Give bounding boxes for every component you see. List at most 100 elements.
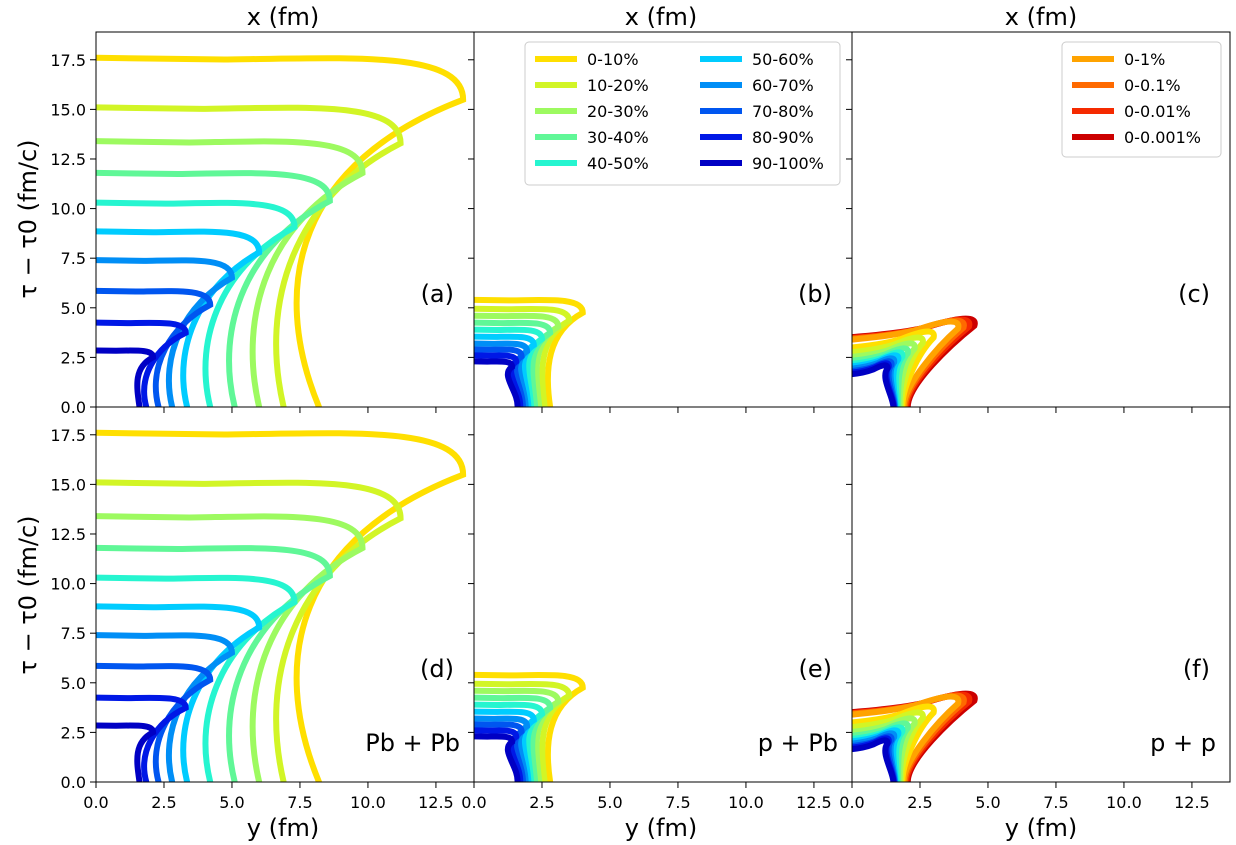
curve-centrality-5 (474, 708, 537, 782)
legend-b-label: 20-30% (587, 102, 649, 121)
curve-centrality-9 (474, 358, 521, 407)
curve-centrality-4 (474, 701, 545, 782)
top-axis-label-col1: x (fm) (247, 3, 319, 31)
y-tick-label: 15.0 (50, 100, 86, 119)
curve-centrality-7 (474, 721, 526, 782)
panel-label-f: (f) (1183, 655, 1210, 683)
legend-b: 0-10% 10-20% 20-30% 30-40% 40-50% 50-60% 60-70… (524, 41, 841, 186)
panel-a-curves (96, 54, 467, 407)
labels-layer: x (fm) x (fm) x (fm) y (fm) y (fm) y (fm… (14, 3, 1077, 842)
y-axis-label-bottom: τ − τ0 (fm/c) (14, 516, 42, 675)
top-axis-label-col3: x (fm) (1005, 3, 1077, 31)
panel-f-curves (852, 690, 978, 782)
y-tick-label: 17.5 (50, 51, 86, 70)
x-tick-label: 10.0 (1106, 793, 1142, 812)
x-tick-label: 12.5 (796, 793, 832, 812)
curve-centrality-2 (852, 340, 918, 407)
y-tick-label: 12.5 (50, 150, 86, 169)
bottom-axis-label-col2: y (fm) (625, 814, 697, 842)
panel-e-curves (474, 671, 586, 782)
x-tick-label: 5.0 (219, 793, 244, 812)
curve-centrality-0 (474, 296, 586, 407)
curve-centrality-8 (474, 727, 524, 782)
x-tick-label: 10.0 (350, 793, 386, 812)
panel-frame (95, 406, 475, 783)
curve-centrality-9 (474, 733, 521, 782)
panels-layer: 0.0 2.5 5.0 7.5 10.0 12.5 15.0 17.5 (a) (b) (c) 0.0… (50, 31, 1231, 812)
panel-c: (c) (846, 31, 1231, 413)
x-tick-label: 2.5 (151, 793, 176, 812)
curve-centrality-4 (474, 326, 545, 407)
x-tick-label: 7.5 (665, 793, 690, 812)
legend-b-label: 80-90% (752, 128, 814, 147)
legend-b-label: 0-10% (587, 50, 639, 69)
legend-b-label: 50-60% (752, 50, 814, 69)
panel-b-curves (474, 296, 586, 407)
curve-centrality-2 (96, 138, 366, 407)
y-tick-label: 17.5 (50, 426, 86, 445)
curve-centrality-1 (96, 479, 404, 782)
x-tick-label: 2.5 (529, 793, 554, 812)
curve-centrality-7 (96, 662, 214, 782)
curve-centrality-2 (852, 715, 918, 782)
curve-centrality-3 (474, 694, 554, 782)
curve-centrality-5 (96, 603, 263, 782)
curve-centrality-4 (96, 574, 298, 782)
system-label-d: Pb + Pb (365, 729, 460, 757)
legend-b-label: 90-100% (752, 154, 824, 173)
curve-centrality-9 (96, 347, 157, 407)
curve-centrality-3 (96, 544, 333, 782)
curve-centrality-4 (96, 199, 298, 407)
curve-centrality-2 (474, 687, 562, 782)
curve-ultra-0 (852, 318, 962, 407)
panel-frame (851, 406, 1231, 783)
y-axis-label-top: τ − τ0 (fm/c) (14, 140, 42, 299)
y-tick-label: 7.5 (61, 624, 86, 643)
panel-label-e: (e) (799, 655, 833, 683)
panel-label-b: (b) (798, 280, 832, 308)
panel-label-d: (d) (420, 655, 454, 683)
y-tick-label: 2.5 (61, 348, 86, 367)
curve-centrality-0 (96, 429, 467, 782)
legend-c-frame (1061, 41, 1222, 158)
y-tick-label: 2.5 (61, 723, 86, 742)
legend-b-frame (524, 41, 841, 186)
legend-b-label: 40-50% (587, 154, 649, 173)
curve-centrality-1 (96, 104, 404, 407)
curve-centrality-5 (96, 228, 263, 407)
curve-centrality-9 (96, 722, 157, 782)
y-tick-label: 5.0 (61, 674, 86, 693)
curve-centrality-0 (474, 671, 586, 782)
curve-centrality-0 (852, 328, 937, 407)
x-tick-label: 2.5 (907, 793, 932, 812)
curve-centrality-5 (474, 333, 537, 407)
bottom-axis-label-col1: y (fm) (247, 814, 319, 842)
curve-centrality-6 (474, 715, 531, 782)
curve-centrality-3 (474, 319, 554, 407)
y-tick-label: 10.0 (50, 200, 86, 219)
legend-c-label: 0-0.01% (1124, 102, 1191, 121)
x-tick-label: 12.5 (1174, 793, 1210, 812)
system-label-f: p + p (1150, 729, 1216, 757)
panel-frame (95, 31, 475, 408)
curve-centrality-2 (96, 513, 366, 782)
x-tick-label: 0.0 (461, 793, 486, 812)
curve-centrality-6 (96, 632, 235, 782)
panel-label-a: (a) (421, 280, 454, 308)
legend-layer: 0-10% 10-20% 20-30% 30-40% 40-50% 50-60% 60-70… (524, 41, 1222, 186)
system-label-e: p + Pb (758, 729, 838, 757)
curve-centrality-9 (852, 737, 897, 782)
x-tick-label: 7.5 (287, 793, 312, 812)
curve-ultra-0 (852, 693, 962, 782)
panel-label-c: (c) (1178, 280, 1210, 308)
curve-centrality-0 (852, 703, 937, 782)
curve-centrality-8 (96, 319, 189, 407)
panel-e: 0.0 2.5 5.0 7.5 10.0 12.5 (e) p + Pb (461, 406, 853, 812)
curve-centrality-7 (474, 346, 526, 407)
curve-centrality-6 (474, 340, 531, 407)
curve-centrality-7 (96, 287, 214, 407)
curve-centrality-2 (474, 312, 562, 407)
legend-b-label: 70-80% (752, 102, 814, 121)
panel-a: 0.0 2.5 5.0 7.5 10.0 12.5 15.0 17.5 (a) (50, 31, 475, 417)
